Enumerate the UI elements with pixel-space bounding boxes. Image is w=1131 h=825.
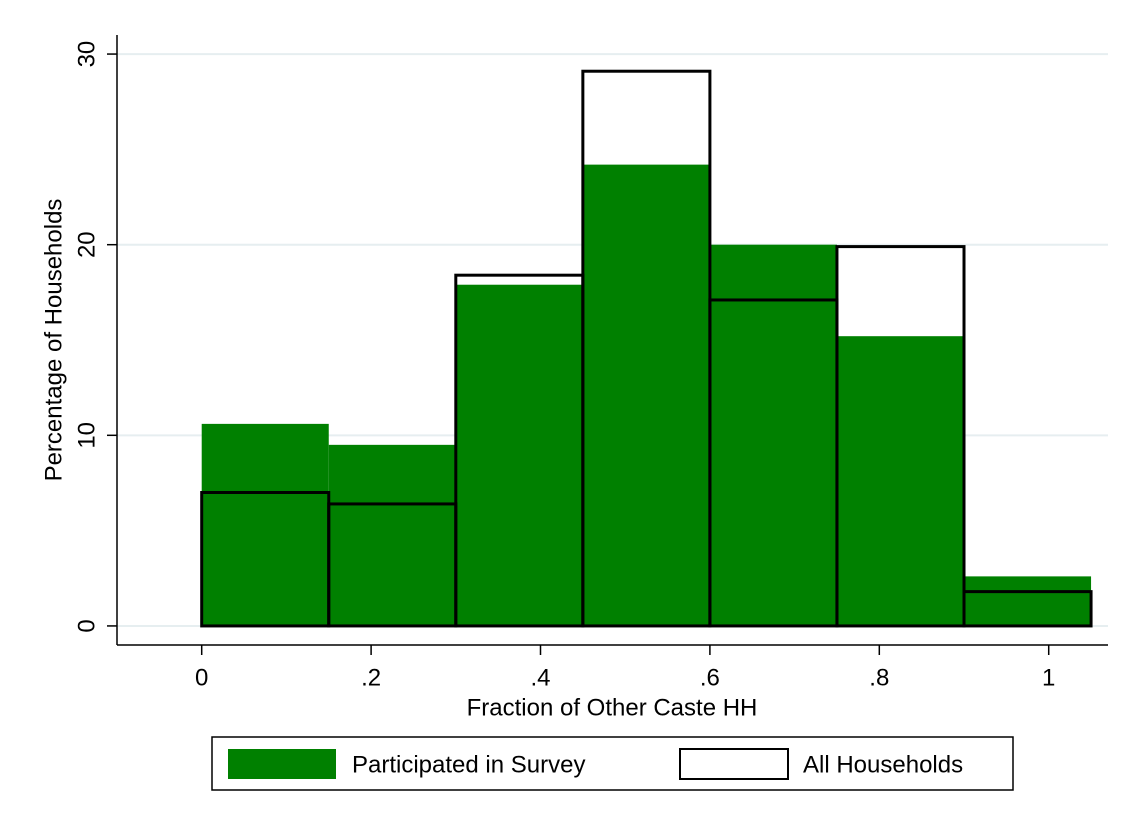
- legend-label: All Households: [803, 751, 963, 778]
- bar: [964, 576, 1092, 626]
- x-tick-label: .4: [530, 664, 550, 691]
- y-tick-label: 30: [73, 41, 100, 68]
- legend-box: [211, 736, 1014, 791]
- bar: [962, 590, 1093, 628]
- x-tick-label: .8: [869, 664, 889, 691]
- y-tick-label: 10: [73, 422, 100, 449]
- legend-label: Participated in Survey: [352, 751, 585, 778]
- bar: [835, 245, 966, 628]
- x-tick-label: 0: [195, 664, 208, 691]
- x-tick-label: .6: [700, 664, 720, 691]
- x-tick-label: .2: [361, 664, 381, 691]
- bar: [582, 164, 710, 626]
- legend-swatch: [679, 748, 789, 780]
- bar: [709, 244, 837, 626]
- y-axis-label: Percentage of Households: [40, 199, 67, 482]
- bar: [836, 336, 965, 626]
- x-axis-label: Fraction of Other Caste HH: [467, 694, 758, 721]
- bar: [455, 284, 583, 626]
- x-tick-label: 1: [1042, 664, 1055, 691]
- y-tick-label: 0: [73, 619, 100, 632]
- bar: [328, 444, 456, 626]
- bar: [201, 423, 329, 626]
- y-tick-label: 20: [73, 231, 100, 258]
- legend-swatch: [228, 749, 336, 779]
